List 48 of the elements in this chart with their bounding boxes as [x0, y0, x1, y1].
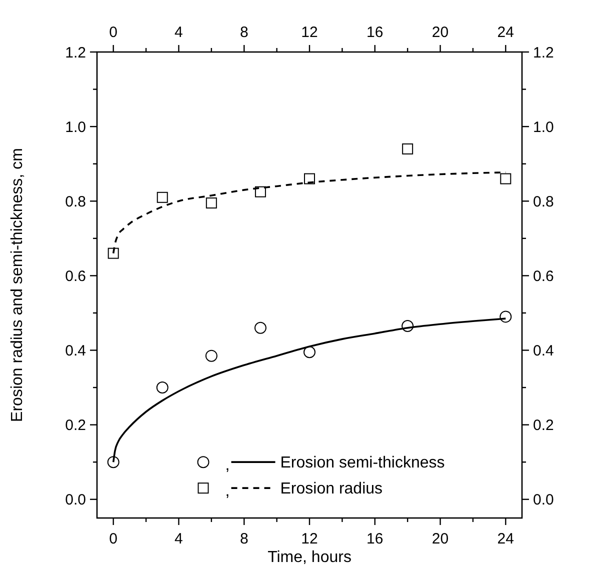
y-tick-label: 0.4: [65, 342, 86, 360]
point: [500, 173, 512, 184]
y2-tick-label: 0.6: [533, 268, 554, 285]
x-tick-label: 0: [109, 24, 118, 41]
x-tick-label: 8: [240, 24, 248, 41]
y-axis-title: Erosion radius and semi-thickness, cm: [9, 148, 26, 422]
y2-tick-label: 0.4: [533, 342, 554, 360]
point: [402, 320, 414, 332]
y2-tick-label: 0.0: [533, 492, 554, 509]
point: [205, 350, 218, 362]
y2-tick-label: 1.0: [533, 118, 554, 136]
y-tick-label: 0.0: [65, 492, 86, 509]
point: [156, 192, 168, 203]
y-tick-label: 0.6: [65, 268, 86, 285]
point: [254, 322, 266, 334]
x2-tick-label: 16: [366, 530, 384, 548]
y-tick-label: 1.0: [65, 118, 86, 136]
x-axis-title: Time, hours: [268, 549, 352, 566]
point: [254, 186, 266, 198]
x-tick-label: 12: [301, 24, 318, 41]
point: [304, 346, 316, 358]
point: [156, 382, 168, 394]
y-tick-label: 0.8: [65, 193, 86, 210]
legend-label: Erosion radius: [280, 480, 383, 498]
y-tick-label: 1.2: [65, 44, 86, 62]
legend-label: ,: [225, 483, 230, 500]
x-tick-label: 20: [432, 24, 449, 41]
point: [500, 310, 512, 323]
x2-tick-label: 12: [301, 530, 318, 548]
x-tick-label: 4: [174, 24, 183, 41]
point: [108, 248, 119, 259]
y-tick-label: 0.2: [65, 417, 86, 434]
x-tick-label: 24: [497, 24, 514, 41]
legend-label: Erosion semi-thickness: [280, 454, 445, 472]
y2-tick-label: 1.2: [533, 44, 554, 62]
x2-tick-label: 24: [497, 530, 514, 548]
x2-tick-label: 8: [240, 530, 248, 548]
x-tick-label: 16: [366, 24, 384, 41]
x2-tick-label: 4: [174, 530, 183, 548]
point: [206, 197, 217, 208]
y2-tick-label: 0.8: [533, 193, 554, 210]
point: [107, 456, 120, 468]
point: [304, 173, 315, 184]
x2-tick-label: 0: [109, 530, 118, 548]
point: [402, 143, 414, 154]
legend-label: ,: [225, 457, 230, 474]
y2-tick-label: 0.2: [533, 417, 554, 434]
x2-tick-label: 20: [432, 530, 449, 548]
